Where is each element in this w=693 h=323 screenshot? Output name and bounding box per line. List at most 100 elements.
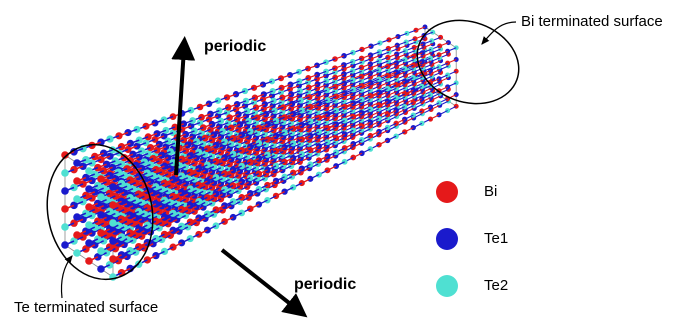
atom [70, 184, 78, 192]
legend-label: Te2 [484, 277, 508, 294]
atom [109, 183, 117, 191]
atom [402, 66, 407, 71]
atom [161, 180, 168, 187]
atom [368, 106, 374, 112]
atom [118, 180, 126, 188]
atom [333, 163, 339, 169]
atom [252, 94, 258, 100]
atom [61, 169, 69, 177]
atom [126, 176, 133, 183]
atom [314, 72, 320, 78]
atom [341, 62, 347, 68]
atom [85, 185, 93, 193]
atom [112, 157, 119, 164]
atom [161, 248, 168, 255]
atom [333, 107, 339, 113]
surface-label: Bi terminated surface [521, 13, 663, 30]
atom [150, 155, 157, 162]
atom [85, 257, 93, 265]
atom [144, 169, 151, 176]
atom [247, 174, 254, 181]
atom [73, 213, 81, 221]
atom [350, 100, 356, 106]
atom [97, 193, 105, 201]
atom [109, 255, 117, 263]
atom [158, 152, 165, 159]
legend-label: Bi [484, 183, 497, 200]
atom [161, 214, 168, 221]
atom [342, 90, 348, 96]
atom [118, 251, 126, 259]
atom [136, 137, 143, 144]
atom [402, 104, 407, 109]
atom [115, 168, 122, 175]
atom [97, 229, 105, 237]
atom [341, 81, 347, 87]
atom [61, 241, 69, 249]
atom [73, 249, 81, 257]
atom [437, 44, 442, 49]
atom [82, 174, 90, 182]
atom [161, 197, 168, 204]
atom [85, 203, 93, 211]
atom [85, 221, 93, 229]
atom [332, 75, 338, 81]
atom [109, 237, 117, 245]
figure: periodic periodic Bi terminated surface … [0, 0, 693, 323]
atom [70, 166, 78, 174]
atom [315, 81, 321, 87]
atom [411, 100, 416, 105]
page: periodic periodic Bi terminated surface … [0, 0, 693, 323]
atom [118, 215, 126, 223]
atom [109, 219, 117, 227]
atom [368, 133, 374, 139]
atom [247, 190, 254, 197]
atom [123, 165, 130, 172]
atom [333, 121, 339, 127]
atom [342, 104, 348, 110]
atom [97, 211, 105, 219]
legend-swatch [436, 275, 458, 297]
arrow-label: periodic [294, 276, 356, 293]
legend-swatch [436, 181, 458, 203]
atom [97, 175, 105, 183]
legend-swatch [436, 228, 458, 250]
atom [368, 146, 374, 152]
atom [73, 177, 81, 185]
atom [350, 114, 356, 120]
legend-label: Te1 [484, 230, 508, 247]
atom [138, 147, 145, 154]
atom [368, 93, 374, 99]
atom [109, 201, 117, 209]
atom [94, 182, 102, 190]
atom [61, 187, 69, 195]
atom [305, 66, 311, 72]
atom [73, 195, 81, 203]
atom [61, 223, 69, 231]
atom [73, 159, 81, 167]
atom [411, 113, 416, 118]
atom [445, 61, 450, 66]
atom [402, 117, 407, 122]
atom [141, 158, 148, 165]
atom [97, 265, 105, 273]
atom [129, 151, 136, 158]
legend: Bi Te1 Te2 [436, 181, 508, 297]
atom [161, 231, 168, 238]
atom [454, 45, 459, 50]
atom [234, 101, 240, 107]
arrow-label: periodic [204, 38, 266, 55]
periodic-arrow-down [222, 250, 298, 310]
atom [209, 121, 216, 128]
atom [333, 84, 339, 90]
atom [333, 149, 339, 155]
atom [118, 233, 126, 241]
atom [247, 144, 254, 151]
atom [97, 247, 105, 255]
atom [323, 78, 329, 84]
atom [82, 192, 90, 200]
atom [118, 198, 126, 206]
atom [404, 39, 409, 44]
atom [256, 201, 262, 207]
atom [85, 167, 93, 175]
